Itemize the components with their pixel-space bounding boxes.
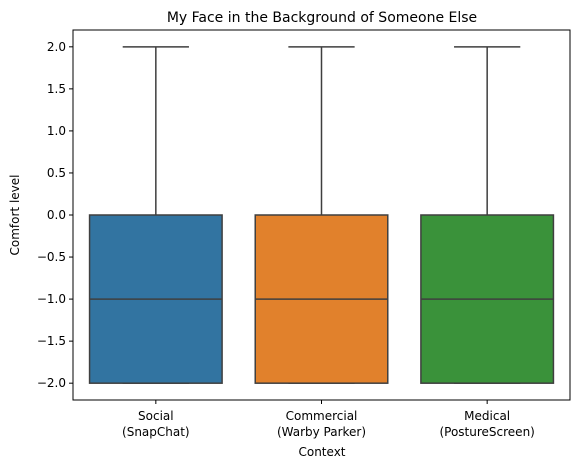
y-axis: −2.0 −1.5 −1.0 −0.5 0.0 0.5 1.0 1.5 2.0 [37, 40, 73, 390]
y-axis-label: Comfort level [8, 175, 22, 256]
x-tick-label: Medical [464, 409, 510, 423]
y-tick-label: 1.0 [47, 124, 66, 138]
x-axis-label: Context [298, 445, 345, 459]
plot-frame [72, 29, 571, 401]
chart-title: My Face in the Background of Someone Els… [167, 10, 477, 26]
x-tick-sublabel: (Warby Parker) [277, 425, 366, 439]
y-tick-label: 2.0 [47, 40, 66, 54]
x-tick-sublabel: (PostureScreen) [439, 425, 534, 439]
y-tick-label: −1.0 [37, 292, 66, 306]
x-tick-label: Commercial [286, 409, 358, 423]
x-tick-label: Social [138, 409, 174, 423]
y-tick-label: −2.0 [37, 376, 66, 390]
y-tick-label: 0.0 [47, 208, 66, 222]
y-tick-label: 0.5 [47, 166, 66, 180]
y-tick-label: −1.5 [37, 334, 66, 348]
y-tick-label: −0.5 [37, 250, 66, 264]
y-tick-label: 1.5 [47, 82, 66, 96]
x-tick-sublabel: (SnapChat) [122, 425, 190, 439]
box-group [88, 46, 555, 384]
x-axis: Social (SnapChat) Commercial (Warby Parker)… [122, 400, 535, 439]
